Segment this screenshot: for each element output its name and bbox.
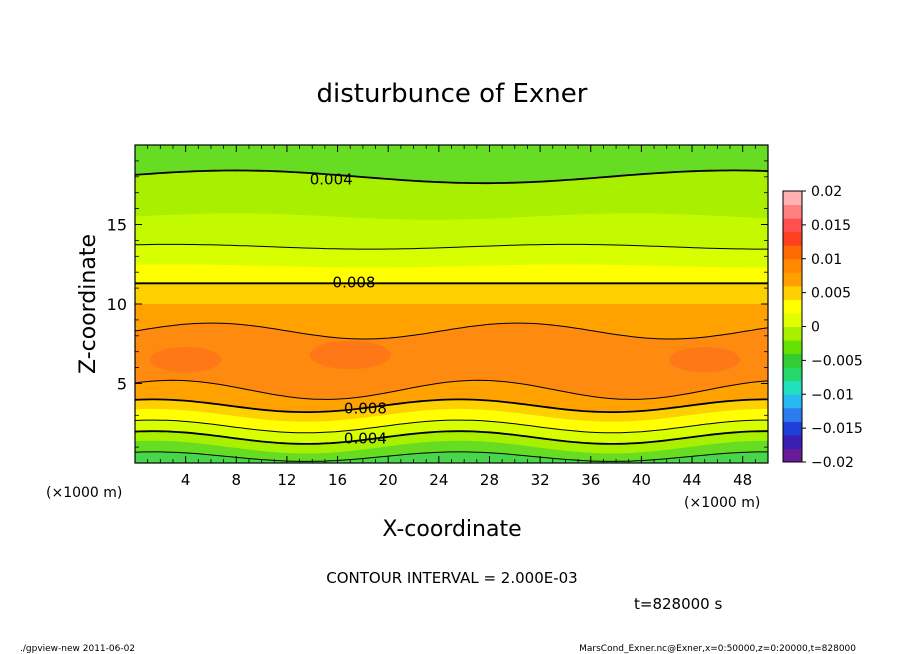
field-band [135, 399, 768, 422]
colorbar-segment [783, 231, 802, 246]
colorbar [783, 191, 802, 463]
contour-field [135, 145, 768, 463]
colorbar-segment [783, 407, 802, 422]
colorbar-segment [783, 340, 802, 355]
colorbar-segment [783, 258, 802, 273]
contour-labels: 0.004 0.008 0.008 0.004 [310, 170, 387, 448]
field-band [135, 304, 768, 339]
field-band [135, 451, 768, 463]
contour-line [135, 169, 768, 185]
colorbar-segment [783, 380, 802, 395]
x-tick-label: 40 [632, 471, 651, 489]
colorbar-tick-label: 0.015 [811, 218, 851, 234]
field-band [135, 323, 768, 400]
field-band [135, 420, 768, 444]
field-band [135, 283, 768, 304]
contour-line [135, 419, 768, 434]
colorbar-segment [783, 367, 802, 382]
colorbar-segment [783, 191, 802, 206]
field-band [135, 408, 768, 433]
contour-line [135, 379, 768, 400]
colorbar-segment [783, 448, 802, 463]
colorbar-segment [783, 434, 802, 449]
x-unit-right: (×1000 m) [684, 495, 760, 511]
colorbar-ticks: 0.02 0.015 0.01 0.005 0 −0.005 −0.01 −0.015 −0.0… [802, 184, 863, 471]
colorbar-tick-label: −0.02 [811, 455, 854, 471]
contour-line [135, 430, 768, 445]
x-axis: 4 8 12 16 20 24 28 32 36 40 44 48 [147, 145, 756, 489]
contour-line [135, 322, 768, 340]
y-tick-label: 5 [117, 375, 127, 394]
colorbar-tick-label: −0.005 [811, 353, 863, 369]
field-band [135, 431, 768, 454]
time-text: t=828000 s [634, 595, 722, 613]
field-max-region [150, 346, 222, 373]
contour-label: 0.004 [344, 430, 387, 448]
colorbar-tick-label: 0.005 [811, 286, 851, 302]
footer-left: ./gpview-new 2011-06-02 [20, 644, 135, 654]
contour-label: 0.008 [333, 274, 376, 292]
x-tick-label: 28 [480, 471, 499, 489]
x-tick-label: 20 [379, 471, 398, 489]
field-band [135, 145, 768, 184]
y-tick-label: 15 [107, 216, 127, 235]
field-band [135, 213, 768, 250]
field-band [135, 170, 768, 220]
x-tick-label: 32 [531, 471, 550, 489]
x-axis-label: X-coordinate [382, 517, 521, 542]
colorbar-tick-label: 0.01 [811, 252, 842, 268]
field-band [135, 380, 768, 413]
y-axis: 5 10 15 [107, 160, 768, 448]
field-max-region [309, 340, 391, 370]
contour-lines [135, 169, 768, 462]
field-band [135, 440, 768, 462]
x-tick-label: 44 [682, 471, 701, 489]
contour-label: 0.008 [344, 399, 387, 417]
field-band [135, 264, 768, 284]
x-tick-label: 24 [429, 471, 448, 489]
colorbar-segment [783, 421, 802, 436]
x-tick-label: 16 [328, 471, 347, 489]
colorbar-segment [783, 285, 802, 300]
field-max-region [669, 346, 741, 373]
field-band [135, 244, 768, 268]
colorbar-tick-label: −0.01 [811, 387, 854, 403]
colorbar-tick-label: −0.015 [811, 421, 863, 437]
colorbar-segment [783, 245, 802, 260]
colorbar-segment [783, 326, 802, 341]
colorbar-tick-label: 0.02 [811, 184, 842, 200]
colorbar-tick-label: 0 [811, 320, 820, 336]
contour-line [135, 398, 768, 413]
contour-line [135, 243, 768, 250]
x-unit-left: (×1000 m) [46, 485, 122, 501]
y-axis-label: Z-coordinate [76, 234, 101, 374]
colorbar-segment [783, 353, 802, 368]
x-tick-label: 4 [181, 471, 191, 489]
colorbar-segment [783, 272, 802, 287]
colorbar-segment [783, 312, 802, 327]
colorbar-segment [783, 204, 802, 219]
footer-right: MarsCond_Exner.nc@Exner,x=0:50000,z=0:20… [579, 644, 856, 654]
x-tick-label: 48 [733, 471, 752, 489]
x-tick-label: 36 [581, 471, 600, 489]
colorbar-segment [783, 299, 802, 314]
x-tick-label: 8 [232, 471, 242, 489]
x-tick-label: 12 [277, 471, 296, 489]
y-tick-label: 10 [107, 295, 127, 314]
chart-title: disturbunce of Exner [317, 79, 588, 109]
colorbar-segment [783, 394, 802, 409]
contour-label: 0.004 [310, 170, 353, 188]
contour-line [135, 451, 768, 462]
contour-interval-text: CONTOUR INTERVAL = 2.000E-03 [326, 569, 577, 587]
colorbar-segment [783, 218, 802, 233]
